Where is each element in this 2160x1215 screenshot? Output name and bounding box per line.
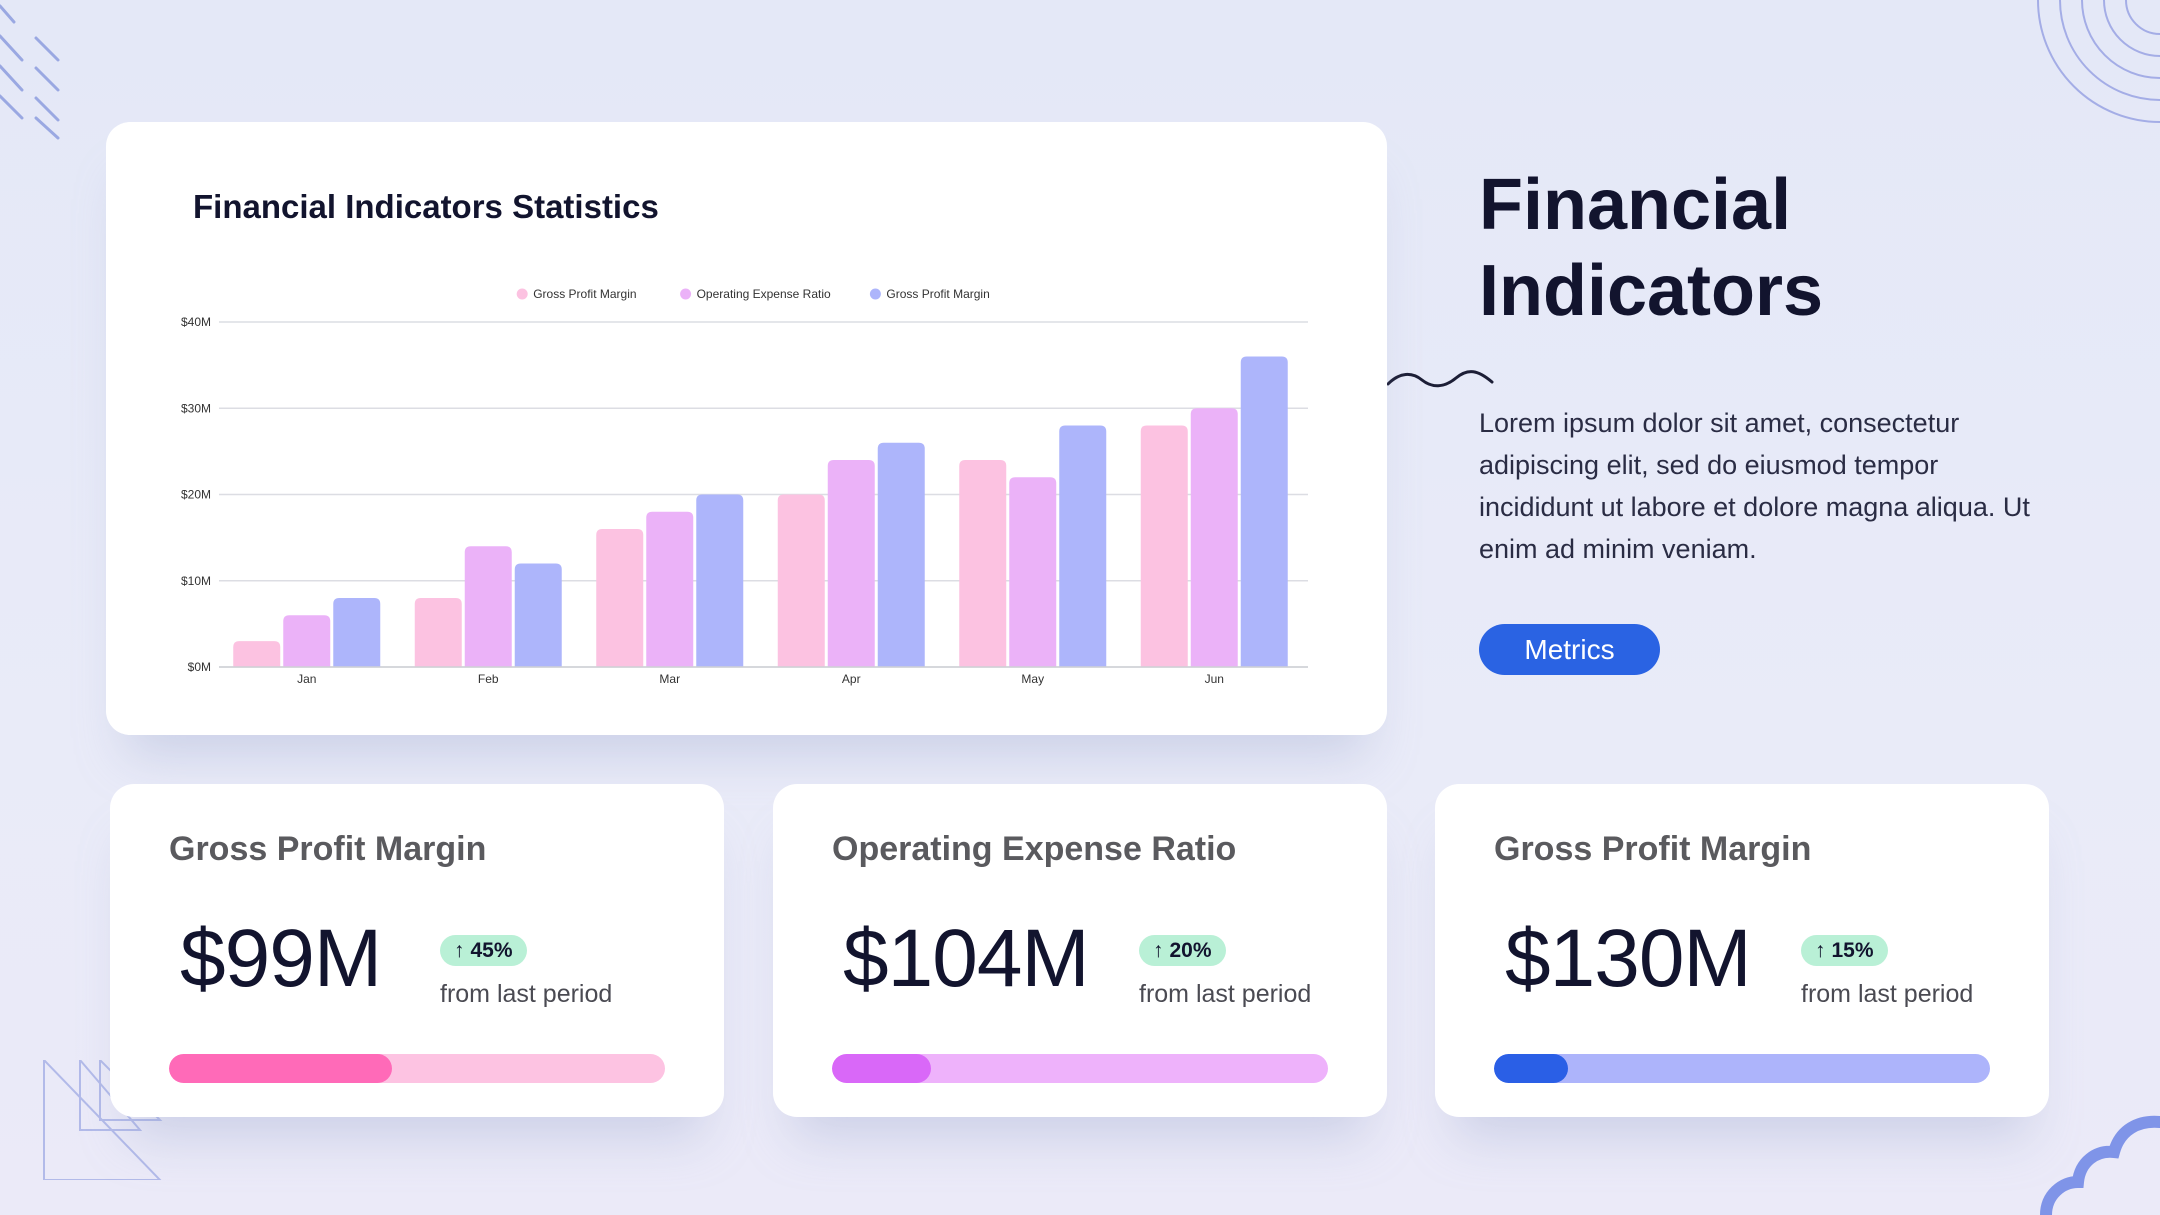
stat-card-operating-expense: Operating Expense Ratio $104M ↑ 20% from… [773, 784, 1387, 1117]
bar [827, 460, 875, 667]
y-tick-label: $30M [181, 401, 211, 415]
y-tick-label: $0M [188, 660, 211, 674]
progress-bar [169, 1054, 665, 1083]
bar [233, 641, 281, 667]
arrow-up-icon: ↑ [1153, 938, 1164, 962]
change-value: 15% [1831, 938, 1874, 962]
bar [1240, 356, 1288, 667]
squiggle-decoration [1386, 370, 1494, 388]
metrics-button[interactable]: Metrics [1479, 624, 1660, 675]
stat-card-gross-profit: Gross Profit Margin $99M ↑ 45% from last… [110, 784, 724, 1117]
stat-title: Gross Profit Margin [1494, 830, 1812, 868]
stat-value: $99M [180, 913, 382, 1004]
legend-label: Operating Expense Ratio [697, 287, 831, 301]
bar [877, 442, 925, 667]
description-text: Lorem ipsum dolor sit amet, consectetur … [1479, 408, 2030, 564]
bar [1059, 425, 1107, 667]
stat-caption: from last period [1139, 980, 1312, 1008]
legend-swatch [680, 288, 692, 300]
stat-value: $130M [1505, 913, 1752, 1004]
bar [959, 460, 1007, 667]
diagonal-lines-decoration [0, 4, 60, 140]
x-tick-label: Jan [297, 672, 316, 686]
legend-label: Gross Profit Margin [886, 287, 989, 301]
chart-card: Financial Indicators Statistics $0M $10M $… [106, 122, 1387, 735]
chart-title: Financial Indicators Statistics [193, 188, 659, 225]
bar [333, 598, 381, 667]
stat-card-gross-profit-2: Gross Profit Margin $130M ↑ 15% from las… [1435, 784, 2049, 1117]
stat-caption: from last period [1801, 980, 1974, 1008]
page-title: Financial Indicators [1479, 165, 1824, 331]
progress-fill [169, 1054, 393, 1083]
progress-fill [832, 1054, 932, 1083]
y-tick-label: $10M [181, 574, 211, 588]
change-value: 45% [470, 938, 513, 962]
bar [696, 494, 744, 667]
bar [596, 529, 644, 667]
stat-caption: from last period [440, 980, 613, 1008]
bar [283, 615, 331, 667]
change-value: 20% [1169, 938, 1212, 962]
bar [1190, 408, 1238, 667]
bar [514, 563, 562, 667]
legend-swatch [516, 288, 528, 300]
x-tick-label: Apr [842, 672, 861, 686]
bar [464, 546, 512, 667]
change-badge: ↑ 15% [1801, 935, 1888, 966]
stat-title: Operating Expense Ratio [832, 830, 1237, 868]
progress-bar [1494, 1054, 1990, 1083]
x-tick-label: May [1021, 672, 1044, 686]
bar [777, 494, 825, 667]
arrow-up-icon: ↑ [454, 938, 465, 962]
cloud-arcs-decoration [2040, 1115, 2160, 1215]
bar [1009, 477, 1057, 667]
change-badge: ↑ 20% [1139, 935, 1226, 966]
x-tick-label: Feb [478, 672, 499, 686]
y-tick-label: $20M [181, 488, 211, 502]
x-tick-label: Mar [659, 672, 680, 686]
progress-fill [1494, 1054, 1569, 1083]
arrow-up-icon: ↑ [1815, 938, 1826, 962]
y-tick-label: $40M [181, 315, 211, 329]
bar-chart: $0M $10M $20M $30M $40M Jan Feb Mar Apr May Jun Gro… [181, 287, 1308, 686]
bar [646, 511, 694, 667]
x-tick-label: Jun [1205, 672, 1224, 686]
bar [1140, 425, 1188, 667]
progress-bar [832, 1054, 1328, 1083]
stat-title: Gross Profit Margin [169, 830, 487, 868]
legend-swatch [869, 288, 881, 300]
bar [414, 598, 462, 667]
concentric-arcs-decoration [2037, 0, 2160, 123]
legend-label: Gross Profit Margin [533, 287, 636, 301]
change-badge: ↑ 45% [440, 935, 527, 966]
stat-value: $104M [843, 913, 1090, 1004]
